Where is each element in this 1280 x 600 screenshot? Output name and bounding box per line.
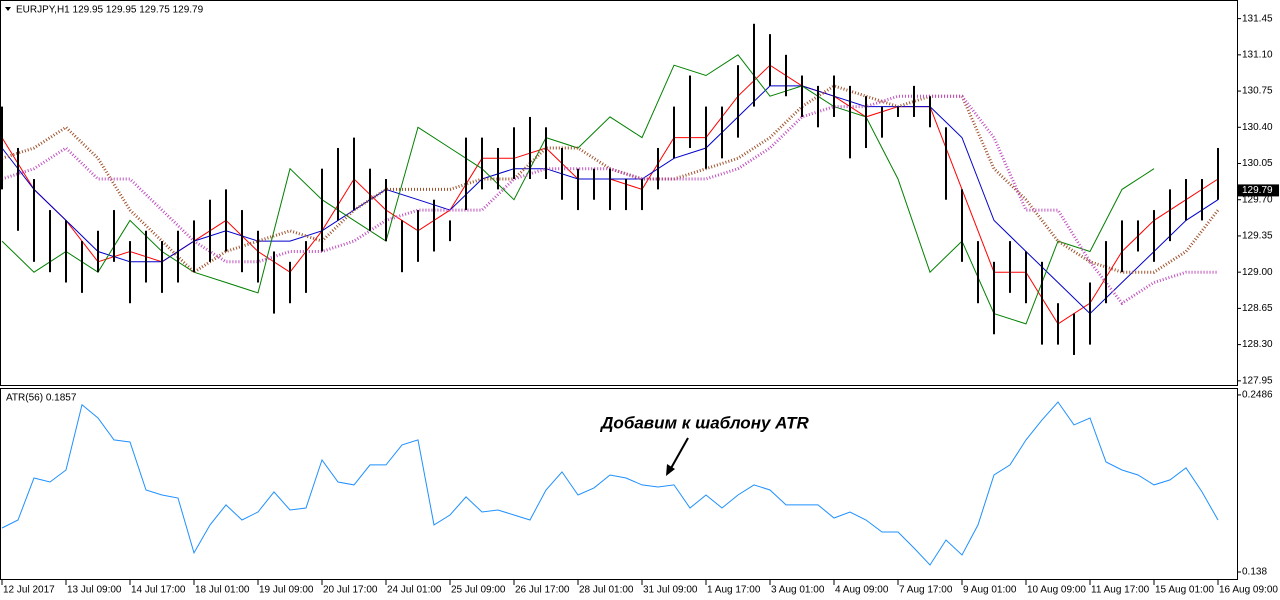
x-tick-label: 28 Jul 01:00 <box>579 585 634 596</box>
y-tick-label: 131.10 <box>1242 49 1273 60</box>
annotation: Добавим к шаблону ATR <box>599 413 809 432</box>
x-tick-label: 16 Aug 09:00 <box>1219 585 1278 596</box>
last-price-label: 129.79 <box>1242 185 1273 196</box>
y-tick-label: 130.05 <box>1242 158 1273 169</box>
x-tick-label: 19 Jul 09:00 <box>259 585 314 596</box>
annotation-arrowhead <box>666 464 675 476</box>
price-panel <box>0 0 1238 386</box>
x-tick-label: 12 Jul 2017 <box>3 585 55 596</box>
y-tick-label: 130.75 <box>1242 86 1273 97</box>
annotation-arrow <box>669 437 689 471</box>
x-tick-label: 15 Aug 01:00 <box>1155 585 1214 596</box>
x-tick-label: 24 Jul 01:00 <box>387 585 442 596</box>
atr-panel <box>0 388 1238 580</box>
x-tick-label: 10 Aug 09:00 <box>1027 585 1086 596</box>
x-tick-label: 26 Jul 17:00 <box>515 585 570 596</box>
x-tick-label: 18 Jul 01:00 <box>195 585 250 596</box>
x-tick-label: 9 Aug 01:00 <box>963 585 1017 596</box>
atr-line <box>1 401 1219 566</box>
x-tick-label: 31 Jul 09:00 <box>643 585 698 596</box>
x-tick-label: 7 Aug 17:00 <box>899 585 953 596</box>
y-tick-label: 129.70 <box>1242 194 1273 205</box>
y-tick-label: 128.65 <box>1242 303 1273 314</box>
collapse-icon[interactable] <box>5 7 11 11</box>
x-tick-label: 25 Jul 09:00 <box>451 585 506 596</box>
x-tick-label: 1 Aug 17:00 <box>707 585 761 596</box>
y-tick-label: 128.30 <box>1242 339 1273 350</box>
y-tick-label: 129.35 <box>1242 231 1273 242</box>
x-tick-label: 11 Aug 17:00 <box>1091 585 1150 596</box>
y-tick-label: 0.138 <box>1242 567 1267 578</box>
x-tick-label: 3 Aug 01:00 <box>771 585 825 596</box>
x-tick-label: 4 Aug 09:00 <box>835 585 889 596</box>
last-price-box <box>1238 184 1279 197</box>
chart-title: EURJPY,H1 129.95 129.95 129.75 129.79 <box>16 5 204 16</box>
y-tick-label: 0.2486 <box>1242 390 1273 401</box>
y-tick-label: 127.95 <box>1242 375 1273 386</box>
x-tick-label: 20 Jul 17:00 <box>323 585 378 596</box>
y-tick-label: 131.45 <box>1242 13 1273 24</box>
x-tick-label: 14 Jul 17:00 <box>131 585 186 596</box>
y-tick-label: 130.40 <box>1242 122 1273 133</box>
atr-title: ATR(56) 0.1857 <box>6 393 77 404</box>
y-tick-label: 129.00 <box>1242 267 1273 278</box>
x-tick-label: 13 Jul 09:00 <box>67 585 122 596</box>
